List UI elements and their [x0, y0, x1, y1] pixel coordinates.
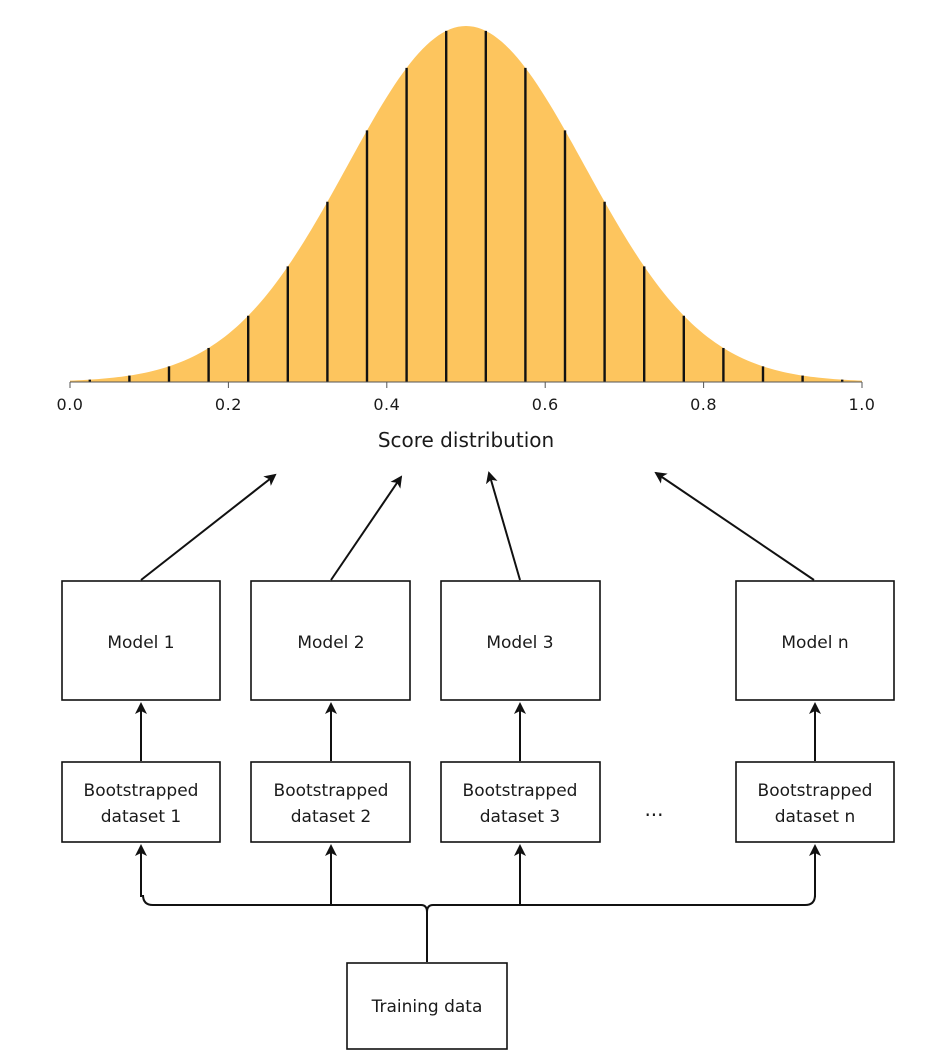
dataset-2-label: Bootstrapped	[274, 781, 389, 801]
model-n-box: Model n	[735, 580, 895, 701]
distribution-area	[70, 26, 862, 382]
dataset-1-label: Bootstrapped	[84, 781, 199, 801]
x-tick-label-5: 0.8	[690, 395, 717, 414]
model-2-box: Model 2	[250, 580, 411, 701]
dataset-n-box: Bootstrapped dataset n	[735, 761, 895, 843]
dataset-n-label: Bootstrapped	[758, 781, 873, 801]
model-to-distribution-arrows	[140, 471, 815, 581]
x-tick-label-4: 0.6	[532, 395, 559, 414]
x-axis-title: Score distribution	[378, 428, 554, 452]
score-distribution-chart: 0.0 0.2 0.4 0.6 0.8 1.0 Score distribution	[57, 26, 876, 452]
x-tick-label-1: 0.0	[57, 395, 84, 414]
dataset-3-label: Bootstrapped	[463, 781, 578, 801]
branch-trunk	[142, 894, 428, 962]
x-tick-label-3: 0.4	[373, 395, 400, 414]
x-axis-ticks: 0.0 0.2 0.4 0.6 0.8 1.0	[57, 382, 876, 414]
x-tick-label-6: 1.0	[849, 395, 876, 414]
model-2-label: Model 2	[297, 633, 364, 653]
model-3-label: Model 3	[486, 633, 553, 653]
training-data-branch-arrows	[135, 844, 821, 962]
model-1-box: Model 1	[61, 580, 221, 701]
arrow-model-3-to-distribution	[486, 471, 521, 581]
x-tick-label-2: 0.2	[215, 395, 242, 414]
training-data-box: Training data	[346, 962, 508, 1050]
arrow-model-n-to-distribution	[654, 471, 815, 581]
dataset-n-number: dataset n	[775, 807, 855, 827]
branch-right	[426, 894, 816, 913]
arrow-model-2-to-distribution	[330, 475, 403, 581]
dataset-1-box: Bootstrapped dataset 1	[61, 761, 221, 843]
dataset-2-number: dataset 2	[291, 807, 372, 827]
dataset-3-number: dataset 3	[480, 807, 561, 827]
model-3-box: Model 3	[440, 580, 601, 701]
ellipsis: ...	[644, 797, 663, 821]
model-1-label: Model 1	[107, 633, 174, 653]
dataset-1-number: dataset 1	[101, 807, 182, 827]
dataset-2-box: Bootstrapped dataset 2	[250, 761, 411, 843]
model-n-label: Model n	[781, 633, 848, 653]
dataset-to-model-arrows	[135, 702, 821, 761]
dataset-3-box: Bootstrapped dataset 3	[440, 761, 601, 843]
bin-lines	[88, 30, 844, 382]
training-data-label: Training data	[371, 997, 483, 1017]
arrow-model-1-to-distribution	[140, 473, 277, 581]
